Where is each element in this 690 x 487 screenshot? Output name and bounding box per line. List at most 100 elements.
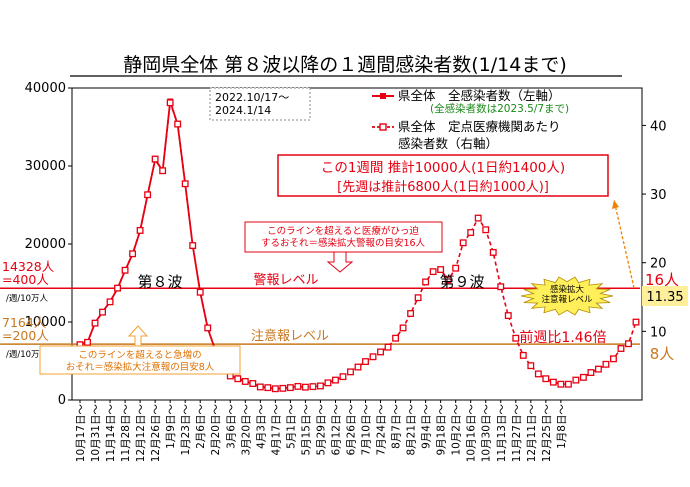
x-tick-label: 1月23日～ (180, 404, 192, 456)
series-2-point (384, 343, 392, 351)
series-2-point (264, 384, 272, 392)
series-2-point (542, 375, 550, 383)
x-tick-label: 12月12日～ (135, 404, 147, 463)
x-tick-label: 4月17日～ (270, 404, 282, 456)
legend-filled-marker (380, 93, 386, 99)
series-2-point (362, 358, 369, 366)
legend: 県全体 全感染者数（左軸） (全感染者数は2023.5/7まで) 県全体 定点医… (372, 88, 569, 151)
left-tick-label: 10000 (25, 315, 66, 330)
series-2-point (136, 226, 144, 234)
x-tick-label: 1月8日～ (556, 404, 568, 449)
series-2-point (489, 248, 497, 256)
series-2-point (347, 368, 354, 376)
x-tick-label: 5月15日～ (300, 404, 312, 456)
alert-note: このラインを超えると医療がひっ迫するおそれ＝感染拡大警報の目安16人 (244, 221, 443, 273)
series-2-point (377, 348, 384, 356)
series-2-point (519, 351, 527, 359)
series-2-point (249, 380, 257, 387)
x-tick-label: 10月31日～ (90, 404, 102, 463)
series-2-point (369, 353, 377, 361)
series-2-point (407, 310, 415, 317)
series-2-point (497, 283, 505, 291)
ref-left-label: 7164人=200人 (2, 315, 49, 343)
series-2-point (204, 324, 212, 332)
series-2-point (602, 360, 610, 368)
series-2-point (121, 266, 129, 274)
legend-open-marker (379, 123, 387, 131)
series-2-point (286, 384, 294, 392)
series-2-point (129, 250, 137, 258)
ref-left-unit: /週/10万人 (6, 350, 49, 360)
x-tick-label: 6月26日～ (345, 404, 357, 456)
series-2-point (271, 385, 279, 393)
x-tick-label: 2月20日～ (210, 404, 222, 456)
chart-title: 静岡県全体 第８波以降の１週間感染者数(1/14まで) (123, 54, 567, 76)
x-tick-label: 11月27日～ (511, 404, 523, 463)
series-2-point (114, 284, 122, 292)
series-2-point (467, 229, 475, 236)
x-tick-label: 5月29日～ (315, 404, 327, 456)
series-2-point (392, 334, 400, 342)
x-tick-label: 3月6日～ (225, 404, 237, 449)
series-2-point (437, 266, 445, 274)
series-2-point (422, 278, 430, 286)
series-2-point (399, 324, 407, 332)
x-tick-label: 12月26日～ (150, 404, 162, 463)
x-tick-label: 9月4日～ (421, 404, 433, 449)
series-2-point (527, 362, 535, 370)
series-2-point (196, 288, 204, 296)
x-tick-label: 11月13日～ (496, 404, 508, 463)
svg-text:感染拡大注意報レベル: 感染拡大注意報レベル (541, 284, 593, 305)
series-2-point (354, 363, 362, 371)
x-tick-label: 1月9日～ (165, 404, 177, 449)
series-2-point (339, 373, 347, 381)
x-tick-label: 6月12日～ (330, 404, 342, 456)
x-tick-label: 2月6日～ (195, 404, 207, 449)
wave9-label: 第９波 (439, 273, 484, 291)
expansion-badge: 感染拡大注意報レベル (520, 276, 614, 316)
series-2-point (557, 380, 565, 388)
series-2-point (625, 340, 632, 348)
x-tick-label: 10月17日～ (75, 404, 87, 463)
ref-line-name: 注意報レベル (251, 328, 329, 344)
series-2-point (504, 312, 512, 320)
svg-text:このラインを超えると医療がひっ迫するおそれ＝感染拡大警報の目: このラインを超えると医療がひっ迫するおそれ＝感染拡大警報の目安16人 (261, 225, 426, 249)
series-2-point (444, 276, 452, 284)
series-2-point (579, 373, 587, 381)
x-tick-label: 10月2日～ (451, 404, 463, 456)
x-tick-label: 12月11日～ (526, 404, 538, 463)
right-tick-label: 10 (650, 325, 667, 340)
weekly-estimate-line1: この1週間 推計10000人(1日約1400人) (321, 160, 565, 176)
period-label: 2022.10/17～ 2024.1/14 (215, 91, 289, 117)
series-2-point (429, 268, 437, 276)
x-tick-label: 12月25日～ (541, 404, 553, 463)
x-axis: 10月17日～ 10月31日～ 11月14日～ 11月28日～ 12月12日～ 12月26… (75, 400, 568, 462)
series-2-point (181, 180, 189, 188)
ref-right-label: 16人 (645, 271, 679, 289)
series-2-point (474, 214, 482, 222)
x-tick-label: 10月16日～ (466, 404, 478, 463)
right-tick-label: 30 (650, 188, 667, 203)
series-2-point (534, 370, 542, 378)
series-2-point (279, 384, 287, 392)
series-2-point (294, 382, 302, 390)
series-2-point (174, 120, 182, 128)
caution-note: このラインを超えると急増のおそれ＝感染拡大注意報の目安8人 (39, 325, 241, 375)
left-tick-label: 20000 (25, 237, 66, 252)
series-per-sentinel (76, 99, 640, 393)
series-2-point (241, 378, 249, 385)
x-tick-label: 7月24日～ (376, 404, 388, 456)
right-tick-label: 20 (650, 257, 667, 272)
series-2-point (587, 369, 595, 376)
legend-series-1: 県全体 全感染者数（左軸） (398, 88, 561, 103)
series-2-point (106, 298, 114, 306)
series-2-point (610, 355, 617, 363)
x-tick-label: 4月3日～ (255, 404, 267, 449)
series-2-point (332, 376, 339, 384)
left-tick-label: 0 (58, 393, 66, 408)
series-2-point (309, 383, 317, 391)
series-2-point (189, 242, 197, 249)
x-tick-label: 8月21日～ (406, 404, 418, 456)
series-2-point (414, 294, 422, 302)
